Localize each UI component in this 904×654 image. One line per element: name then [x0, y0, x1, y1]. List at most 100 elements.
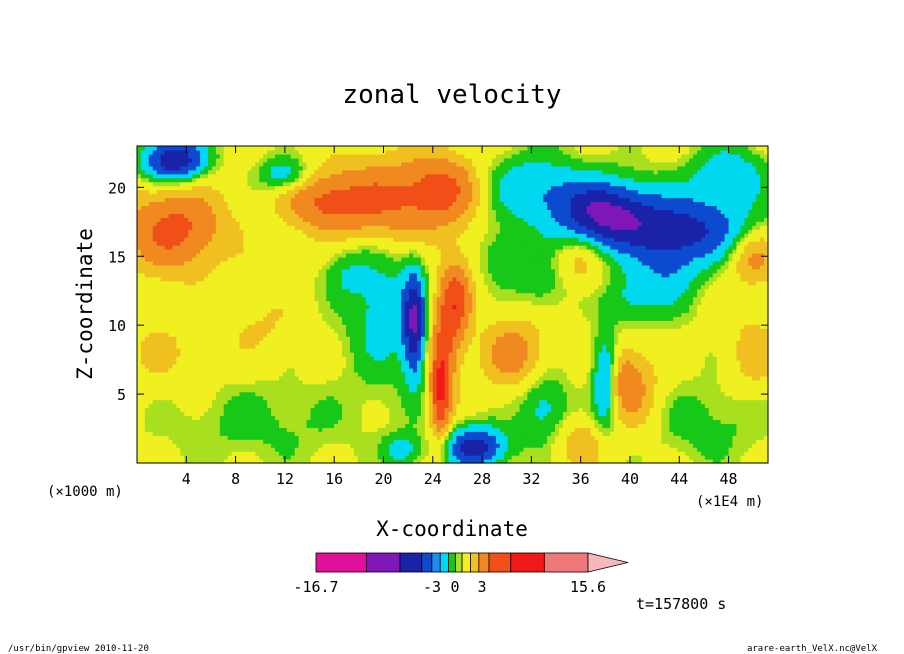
field-cell: [227, 336, 233, 341]
field-cell: [247, 249, 252, 254]
field-cell: [235, 324, 241, 329]
field-cell: [251, 352, 256, 357]
field-cell: [235, 348, 241, 353]
field-cell: [365, 165, 371, 171]
field-cell: [144, 256, 150, 262]
field-cell: [156, 280, 162, 286]
field-cell: [180, 193, 185, 199]
field-cell: [140, 197, 146, 203]
field-cell: [204, 411, 209, 417]
field-cell: [357, 256, 363, 262]
field-cell: [204, 169, 209, 175]
field-cell: [263, 292, 268, 298]
field-cell: [346, 205, 351, 210]
field-cell: [235, 193, 241, 199]
field-cell: [251, 431, 256, 436]
field-cell: [326, 225, 331, 230]
field-cell: [239, 288, 245, 294]
field-cell: [263, 419, 268, 424]
field-cell: [215, 387, 221, 393]
field-cell: [342, 296, 347, 302]
field-cell: [164, 296, 170, 302]
field-cell: [243, 328, 249, 333]
field-cell: [290, 308, 296, 314]
field-cell: [278, 399, 284, 405]
field-cell: [357, 403, 363, 409]
field-cell: [361, 249, 367, 254]
field-cell: [168, 177, 174, 183]
field-cell: [156, 205, 162, 210]
field-cell: [275, 201, 280, 207]
field-cell: [377, 316, 383, 321]
field-cell: [377, 447, 383, 452]
field-cell: [349, 213, 355, 218]
field-cell: [148, 217, 154, 222]
field-cell: [322, 264, 327, 270]
field-cell: [196, 352, 201, 357]
field-cell: [353, 447, 359, 452]
field-cell: [282, 201, 288, 207]
field-cell: [176, 268, 181, 274]
field-cell: [306, 431, 312, 436]
field-cell: [294, 340, 300, 345]
field-cell: [140, 177, 146, 183]
field-cell: [192, 411, 197, 417]
field-cell: [330, 356, 335, 361]
field-cell: [357, 264, 363, 270]
field-cell: [330, 451, 335, 456]
field-cell: [294, 427, 300, 432]
field-cell: [365, 249, 371, 254]
field-cell: [330, 431, 335, 436]
field-cell: [353, 383, 359, 389]
field-cell: [239, 411, 245, 417]
field-cell: [334, 352, 339, 357]
field-cell: [310, 268, 316, 274]
field-cell: [255, 435, 260, 440]
field-cell: [239, 332, 245, 337]
field-cell: [148, 229, 154, 234]
field-cell: [346, 403, 351, 409]
field-cell: [271, 288, 276, 294]
field-cell: [156, 161, 162, 167]
field-cell: [160, 264, 166, 270]
field-cell: [192, 459, 197, 464]
field-cell: [377, 419, 383, 424]
field-cell: [306, 284, 312, 290]
field-cell: [184, 264, 189, 270]
field-cell: [204, 348, 209, 353]
field-cell: [357, 332, 363, 337]
field-cell: [306, 419, 312, 424]
field-cell: [338, 300, 343, 306]
field-cell: [255, 379, 260, 385]
field-cell: [247, 276, 252, 282]
field-cell: [148, 407, 154, 413]
field-cell: [144, 213, 150, 218]
field-cell: [172, 149, 178, 155]
field-cell: [255, 181, 260, 187]
field-cell: [251, 407, 256, 413]
field-cell: [278, 411, 284, 417]
field-cell: [275, 197, 280, 203]
field-cell: [239, 252, 245, 258]
field-cell: [140, 213, 146, 218]
field-cell: [200, 407, 205, 413]
field-cell: [200, 427, 205, 432]
field-cell: [176, 383, 181, 389]
field-cell: [349, 264, 355, 270]
field-cell: [251, 146, 256, 151]
field-cell: [286, 375, 292, 381]
field-cell: [227, 411, 233, 417]
field-cell: [207, 395, 213, 401]
field-cell: [184, 169, 189, 175]
field-cell: [259, 241, 264, 246]
field-cell: [330, 197, 335, 203]
field-cell: [361, 260, 367, 266]
field-cell: [298, 300, 304, 306]
field-cell: [326, 153, 331, 159]
field-cell: [267, 336, 272, 341]
field-cell: [357, 348, 363, 353]
field-cell: [140, 169, 146, 175]
field-cell: [346, 221, 351, 226]
field-cell: [369, 375, 375, 381]
field-cell: [156, 359, 162, 365]
